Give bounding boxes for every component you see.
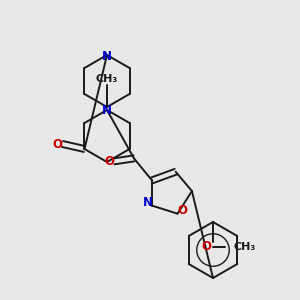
Text: O: O (201, 241, 211, 254)
Text: CH₃: CH₃ (96, 74, 118, 84)
Text: O: O (52, 137, 62, 151)
Text: O: O (178, 204, 188, 217)
Text: CH₃: CH₃ (233, 242, 255, 252)
Text: N: N (102, 50, 112, 62)
Text: N: N (143, 196, 153, 209)
Text: N: N (102, 104, 112, 118)
Text: O: O (104, 155, 114, 168)
